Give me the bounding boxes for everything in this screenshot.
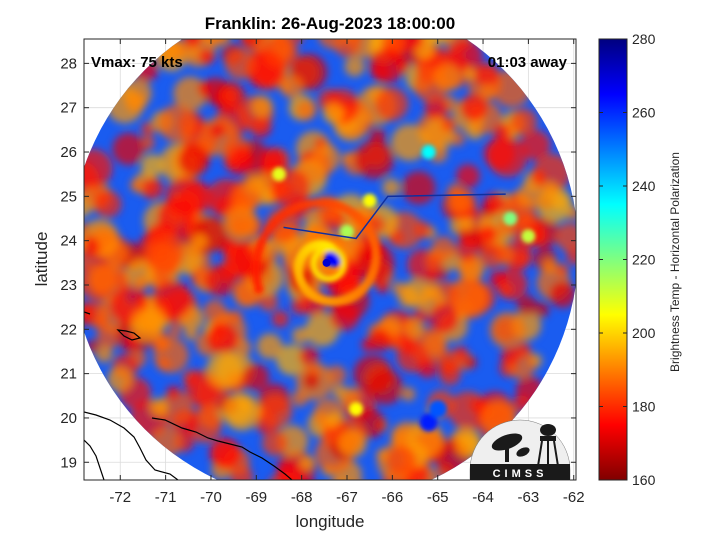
x-tick-label: -69 [245, 489, 267, 506]
storm-eye-mark [322, 258, 331, 267]
x-axis-ticks: -72 -71 -70 -69 -68 -67 -66 -65 -64 -63 -62 [109, 39, 585, 506]
chart-title: Franklin: 26-Aug-2023 18:00:00 [205, 14, 455, 33]
band-nw-mark [271, 167, 286, 182]
colorbar-tick-label: 200 [632, 325, 656, 341]
axes-box [83, 38, 577, 481]
x-tick-label: -66 [382, 489, 404, 506]
y-tick-label: 19 [60, 454, 77, 471]
convection-se-mark [419, 413, 438, 432]
x-tick-label: -68 [291, 489, 313, 506]
band-s-mark [349, 402, 364, 417]
x-tick-label: -62 [563, 489, 585, 506]
cimss-logo: CIMSS [469, 419, 571, 481]
y-tick-label: 24 [60, 233, 77, 250]
colorbar-tick-label: 220 [632, 252, 656, 268]
inner-band-mark [340, 224, 355, 239]
y-tick-label: 20 [60, 410, 77, 427]
y-tick-label: 21 [60, 366, 77, 383]
time-away-annotation: 01:03 away [488, 54, 568, 71]
brightness-temp-swath [84, 39, 576, 480]
x-tick-label: -64 [472, 489, 494, 506]
band-n-mark [362, 193, 377, 208]
x-tick-label: -71 [155, 489, 177, 506]
y-tick-label: 22 [60, 321, 77, 338]
y-tick-label: 27 [60, 100, 77, 117]
y-axis-ticks: 19 20 21 22 23 24 25 26 27 28 [60, 55, 576, 471]
y-tick-label: 26 [60, 144, 77, 161]
y-tick-label: 23 [60, 277, 77, 294]
x-tick-label: -63 [518, 489, 540, 506]
x-tick-label: -70 [200, 489, 222, 506]
vmax-annotation: Vmax: 75 kts [91, 54, 183, 71]
y-tick-label: 28 [60, 55, 77, 72]
rainband-ne-mark [421, 145, 436, 160]
colorbar-tick-label: 280 [632, 31, 656, 47]
coastlines [84, 311, 293, 480]
x-tick-label: -67 [336, 489, 358, 506]
colorbar-tick-label: 180 [632, 399, 656, 415]
colorbar-tick-label: 260 [632, 105, 656, 121]
colorbar-label: Brightness Temp - Horizontal Polarizatio… [668, 152, 682, 372]
y-tick-label: 25 [60, 188, 77, 205]
y-axis-label: latitude [32, 232, 51, 287]
x-axis-label: longitude [295, 512, 364, 531]
rainband-e-mark [503, 211, 518, 226]
rainband-e2-mark [521, 229, 536, 244]
x-tick-label: -65 [427, 489, 449, 506]
colorbar-tick-label: 160 [632, 472, 656, 488]
convection-se-2-mark [428, 400, 447, 419]
colorbar-tick-label: 240 [632, 178, 656, 194]
colorbar: 160 180 200 220 240 260 280 Brightness Temp - … [598, 31, 682, 488]
x-tick-label: -72 [109, 489, 131, 506]
svg-text:CIMSS: CIMSS [493, 468, 548, 480]
